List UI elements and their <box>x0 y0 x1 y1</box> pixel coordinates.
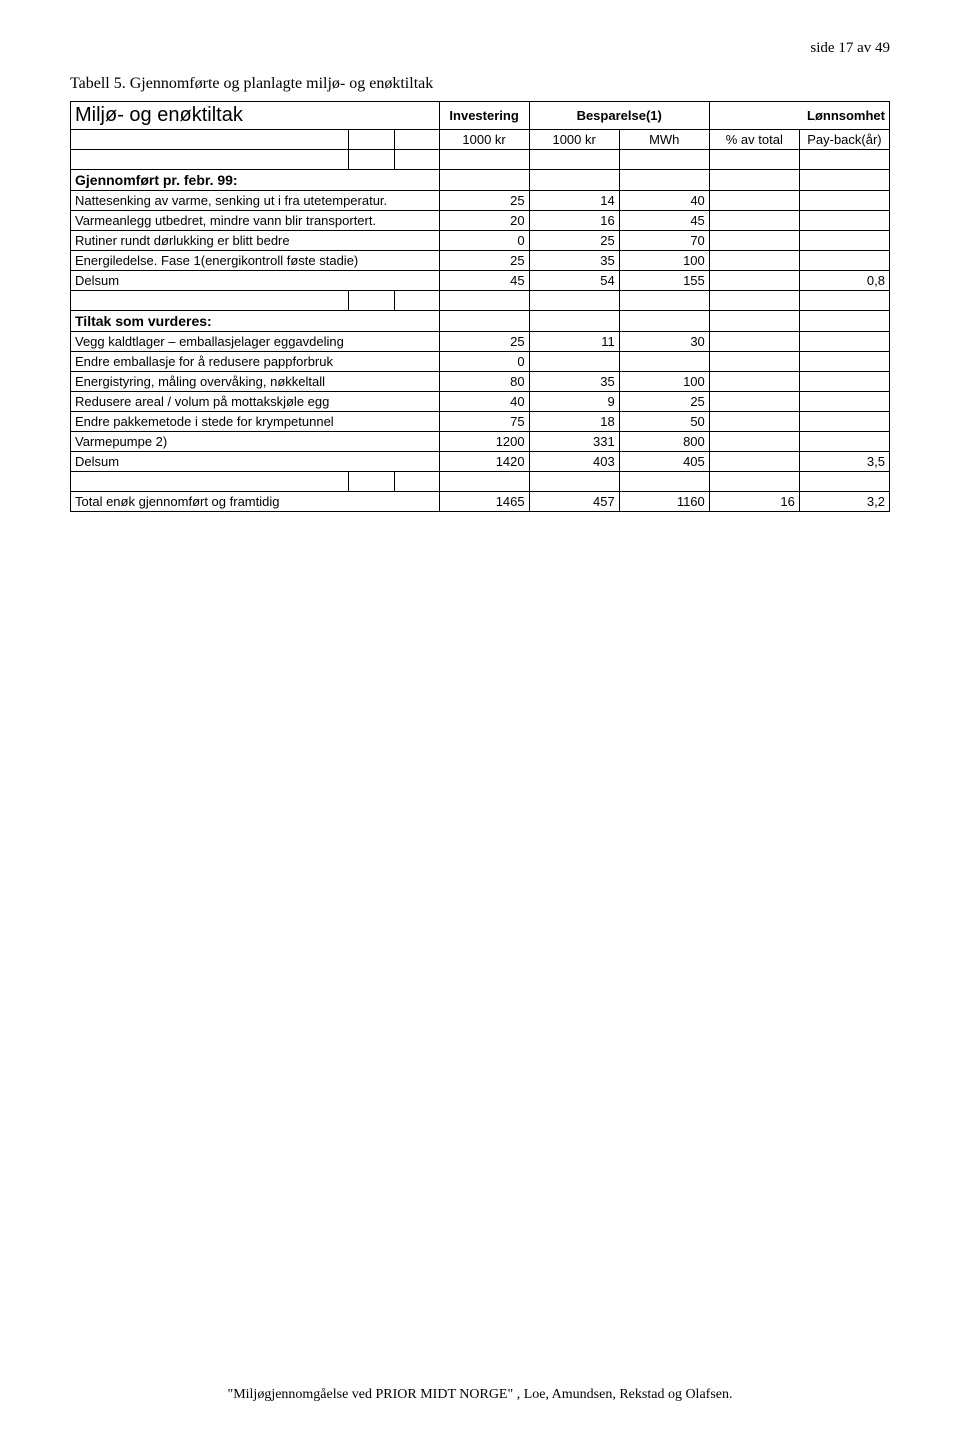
cell-mwh: 70 <box>619 231 709 251</box>
cell-besp: 11 <box>529 332 619 352</box>
cell-inv: 75 <box>439 412 529 432</box>
header-payback: Pay-back(år) <box>799 130 889 150</box>
row-label: Endre emballasje for å redusere pappforb… <box>71 352 440 372</box>
cell-inv: 40 <box>439 392 529 412</box>
page-number: side 17 av 49 <box>70 40 890 57</box>
table-row: Rutiner rundt dørlukking er blitt bedre … <box>71 231 890 251</box>
cell-inv: 0 <box>439 352 529 372</box>
cell-besp: 25 <box>529 231 619 251</box>
row-label: Redusere areal / volum på mottakskjøle e… <box>71 392 440 412</box>
row-label: Energistyring, måling overvåking, nøkkel… <box>71 372 440 392</box>
cell-mwh: 25 <box>619 392 709 412</box>
cell-besp: 331 <box>529 432 619 452</box>
table-row: Vegg kaldtlager – emballasjelager eggavd… <box>71 332 890 352</box>
row-label: Endre pakkemetode i stede for krympetunn… <box>71 412 440 432</box>
row-label: Vegg kaldtlager – emballasjelager eggavd… <box>71 332 440 352</box>
subtotal-mwh: 155 <box>619 271 709 291</box>
cell-mwh <box>619 352 709 372</box>
cell-besp: 35 <box>529 251 619 271</box>
subtotal-label: Delsum <box>71 271 440 291</box>
total-pct: 16 <box>709 492 799 512</box>
subtotal-label: Delsum <box>71 452 440 472</box>
subtotal-inv: 45 <box>439 271 529 291</box>
cell-mwh: 100 <box>619 372 709 392</box>
spacer-row <box>71 150 890 170</box>
spacer-row <box>71 472 890 492</box>
cell-besp: 35 <box>529 372 619 392</box>
header-pct: % av total <box>709 130 799 150</box>
page-container: side 17 av 49 Tabell 5. Gjennomførte og … <box>0 0 960 1453</box>
spacer-row <box>71 291 890 311</box>
table-caption: Tabell 5. Gjennomførte og planlagte milj… <box>70 75 890 93</box>
cell-inv: 25 <box>439 251 529 271</box>
cell-inv: 25 <box>439 191 529 211</box>
cell-inv: 0 <box>439 231 529 251</box>
section2-title: Tiltak som vurderes: <box>71 311 440 332</box>
cell-besp: 9 <box>529 392 619 412</box>
table-row: Energistyring, måling overvåking, nøkkel… <box>71 372 890 392</box>
total-besp: 457 <box>529 492 619 512</box>
row-label: Energiledelse. Fase 1(energikontroll føs… <box>71 251 440 271</box>
header-besparelse: Besparelse(1) <box>529 102 709 130</box>
subtotal-besp: 403 <box>529 452 619 472</box>
cell-mwh: 50 <box>619 412 709 432</box>
row-label: Varmeanlegg utbedret, mindre vann blir t… <box>71 211 440 231</box>
table-row: Endre pakkemetode i stede for krympetunn… <box>71 412 890 432</box>
cell-inv: 25 <box>439 332 529 352</box>
header-mwh: MWh <box>619 130 709 150</box>
row-label: Varmepumpe 2) <box>71 432 440 452</box>
header-lonnsomhet: Lønnsomhet <box>709 102 889 130</box>
cell-inv: 80 <box>439 372 529 392</box>
total-mwh: 1160 <box>619 492 709 512</box>
main-table: Miljø- og enøktiltak Investering Bespare… <box>70 101 890 512</box>
table-row: Energiledelse. Fase 1(energikontroll føs… <box>71 251 890 271</box>
cell-besp: 14 <box>529 191 619 211</box>
table-row: Redusere areal / volum på mottakskjøle e… <box>71 392 890 412</box>
row-label: Nattesenking av varme, senking ut i fra … <box>71 191 440 211</box>
cell-inv: 20 <box>439 211 529 231</box>
table-row: Varmepumpe 2) 1200 331 800 <box>71 432 890 452</box>
cell-inv: 1200 <box>439 432 529 452</box>
row-label: Rutiner rundt dørlukking er blitt bedre <box>71 231 440 251</box>
cell-besp: 16 <box>529 211 619 231</box>
section1-title: Gjennomført pr. febr. 99: <box>71 170 440 191</box>
total-inv: 1465 <box>439 492 529 512</box>
section2-subtotal-row: Delsum 1420 403 405 3,5 <box>71 452 890 472</box>
cell-mwh: 800 <box>619 432 709 452</box>
cell-mwh: 30 <box>619 332 709 352</box>
table-title: Miljø- og enøktiltak <box>71 102 440 130</box>
table-row: Endre emballasje for å redusere pappforb… <box>71 352 890 372</box>
header-investering: Investering <box>439 102 529 130</box>
subtotal-mwh: 405 <box>619 452 709 472</box>
total-payback: 3,2 <box>799 492 889 512</box>
subtotal-inv: 1420 <box>439 452 529 472</box>
subtotal-payback: 3,5 <box>799 452 889 472</box>
total-row: Total enøk gjennomført og framtidig 1465… <box>71 492 890 512</box>
table-row: Nattesenking av varme, senking ut i fra … <box>71 191 890 211</box>
section2-title-row: Tiltak som vurderes: <box>71 311 890 332</box>
section1-subtotal-row: Delsum 45 54 155 0,8 <box>71 271 890 291</box>
table-row: Varmeanlegg utbedret, mindre vann blir t… <box>71 211 890 231</box>
cell-mwh: 45 <box>619 211 709 231</box>
cell-mwh: 40 <box>619 191 709 211</box>
subtotal-payback: 0,8 <box>799 271 889 291</box>
subtotal-besp: 54 <box>529 271 619 291</box>
cell-besp: 18 <box>529 412 619 432</box>
header-row-2: 1000 kr 1000 kr MWh % av total Pay-back(… <box>71 130 890 150</box>
cell-mwh: 100 <box>619 251 709 271</box>
header-1000kr-a: 1000 kr <box>439 130 529 150</box>
header-1000kr-b: 1000 kr <box>529 130 619 150</box>
cell-besp <box>529 352 619 372</box>
section1-title-row: Gjennomført pr. febr. 99: <box>71 170 890 191</box>
page-footer: "Miljøgjennomgåelse ved PRIOR MIDT NORGE… <box>0 1387 960 1403</box>
header-row-1: Miljø- og enøktiltak Investering Bespare… <box>71 102 890 130</box>
total-label: Total enøk gjennomført og framtidig <box>71 492 440 512</box>
